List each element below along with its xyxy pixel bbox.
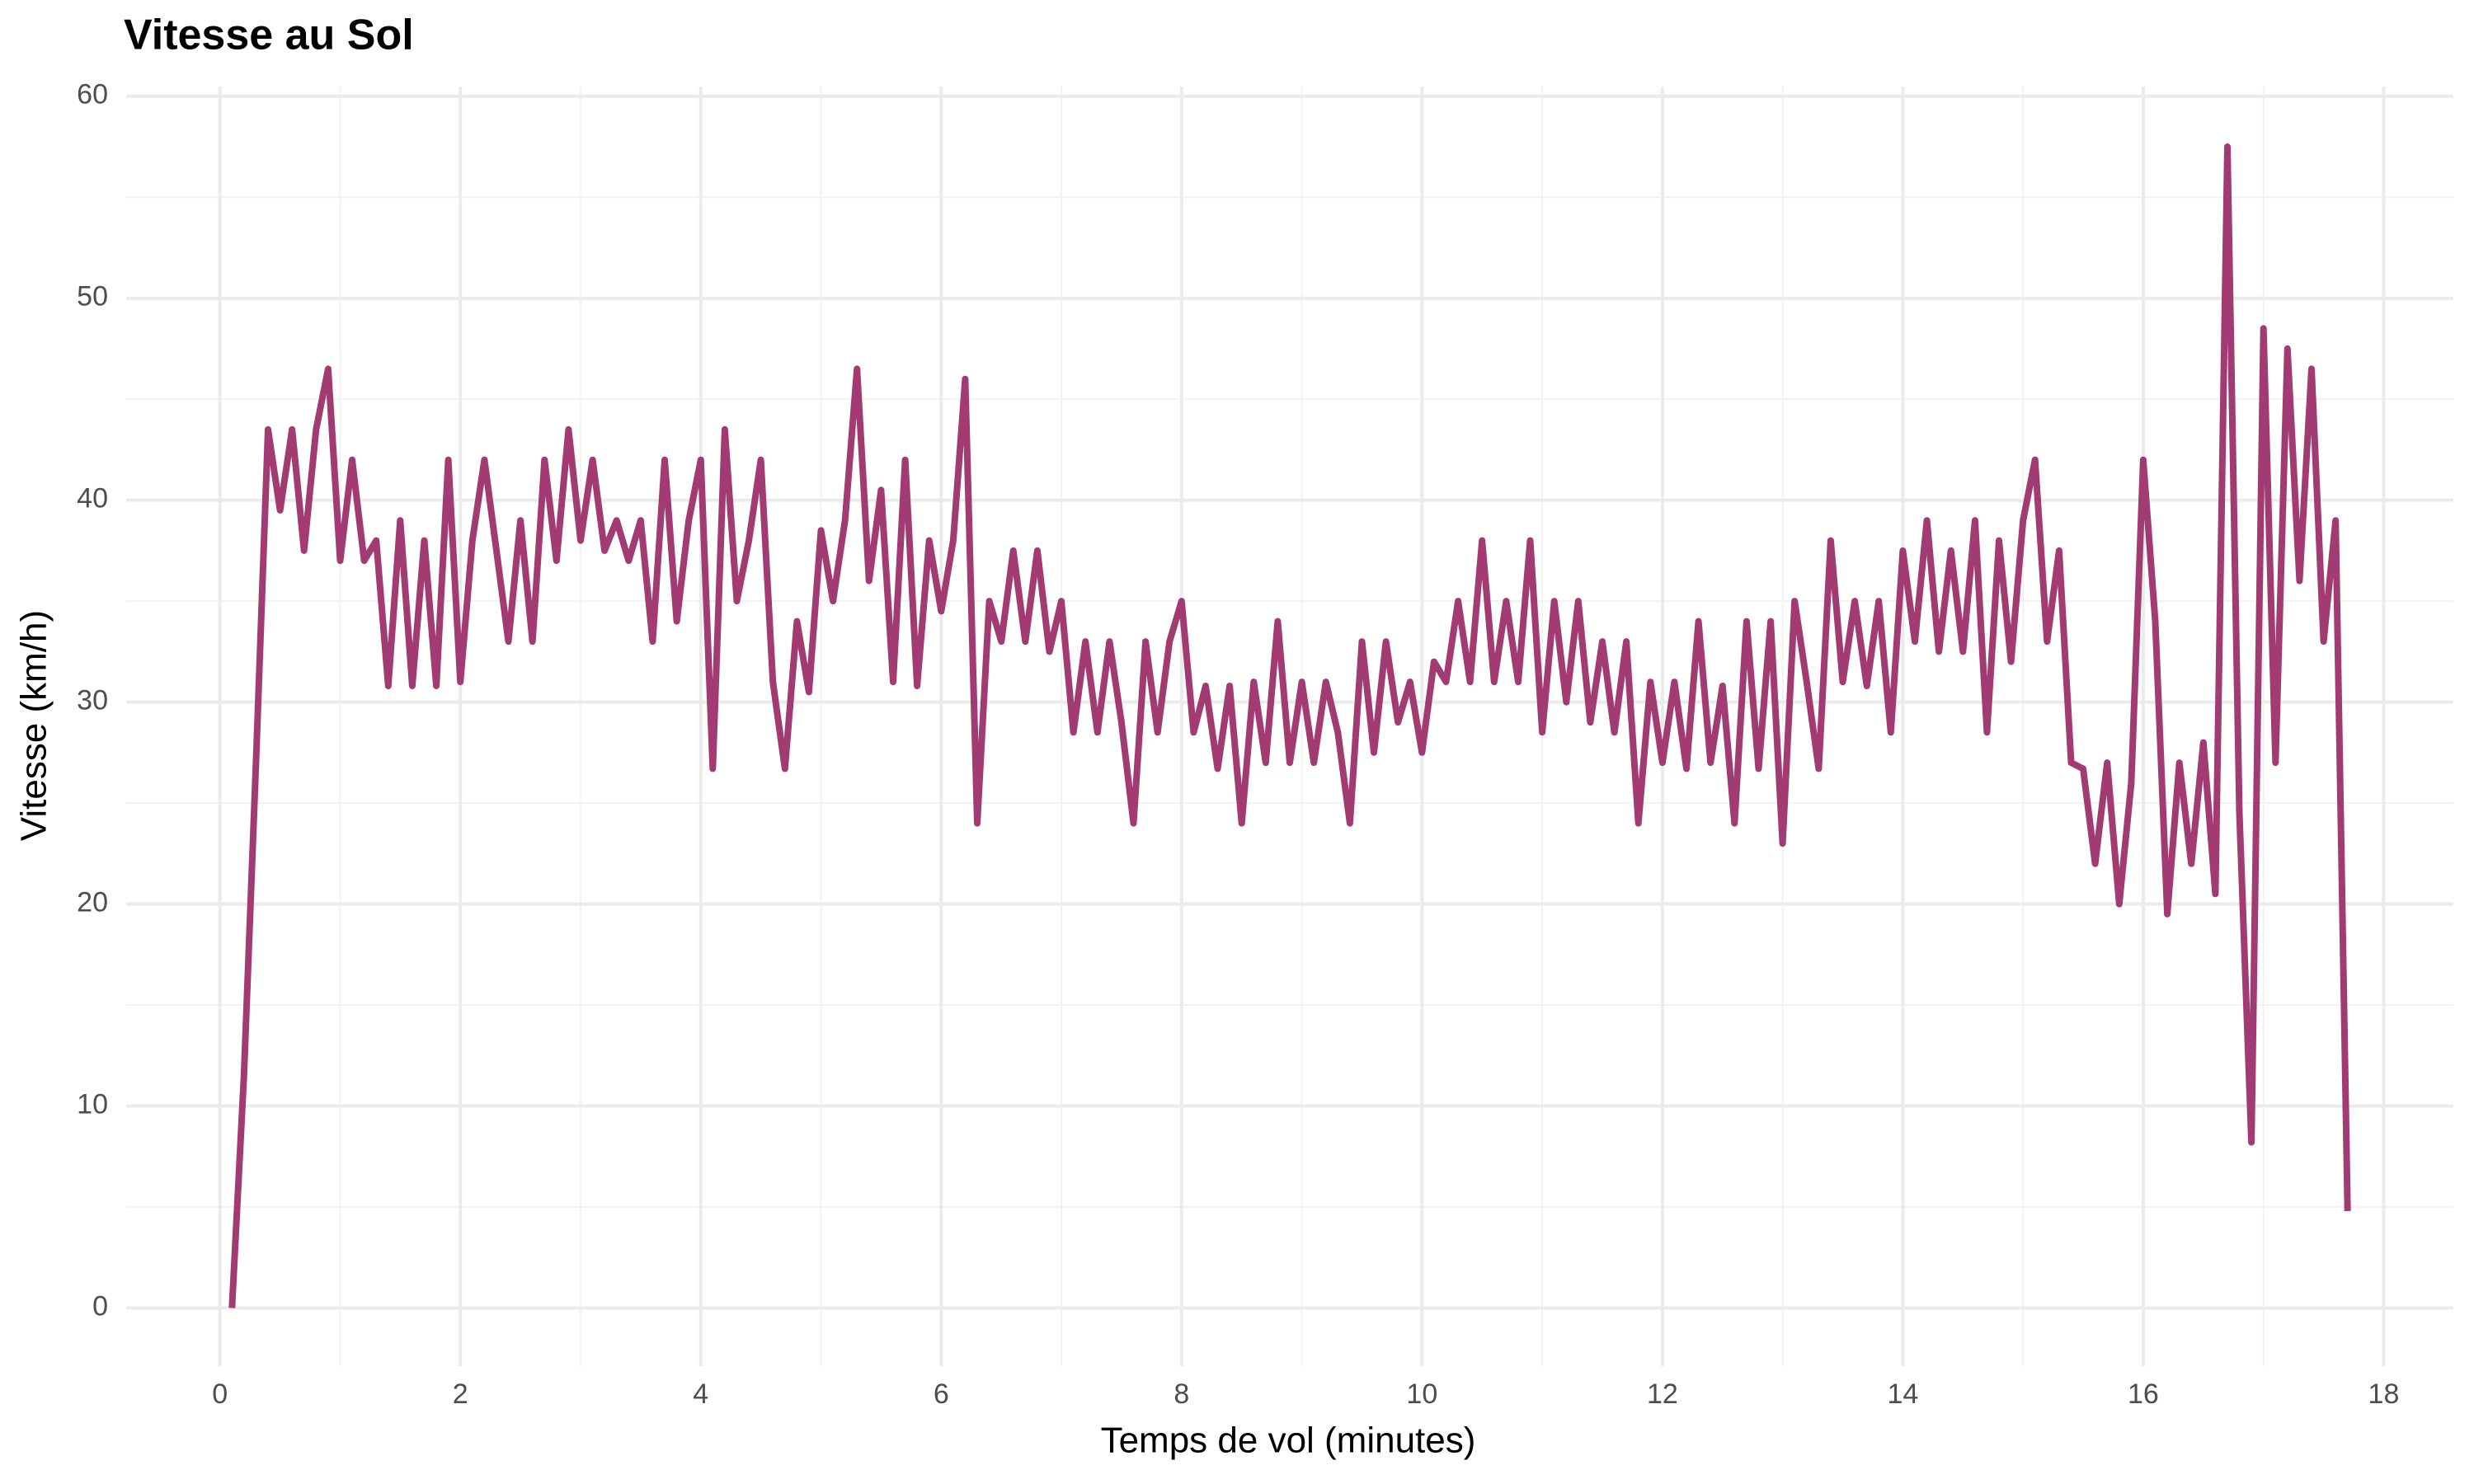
y-tick-label: 0 <box>92 1290 108 1322</box>
chart-title: Vitesse au Sol <box>124 12 414 59</box>
y-axis-title: Vitesse (km/h) <box>14 610 54 841</box>
x-axis-title: Temps de vol (minutes) <box>1101 1421 1476 1461</box>
x-tick-label: 4 <box>693 1378 708 1410</box>
x-tick-label: 18 <box>2368 1378 2400 1410</box>
x-tick-label: 16 <box>2128 1378 2159 1410</box>
x-tick-label: 8 <box>1174 1378 1189 1410</box>
speed-line <box>228 143 2351 1308</box>
y-tick-label: 30 <box>77 685 108 716</box>
x-tick-label: 14 <box>1887 1378 1918 1410</box>
y-tick-label: 10 <box>77 1088 108 1120</box>
x-tick-label: 10 <box>1406 1378 1437 1410</box>
x-tick-label: 2 <box>453 1378 468 1410</box>
y-tick-label: 40 <box>77 483 108 514</box>
x-tick-label: 6 <box>934 1378 949 1410</box>
x-tick-label: 0 <box>212 1378 228 1410</box>
y-tick-label: 60 <box>77 79 108 110</box>
y-tick-label: 50 <box>77 281 108 312</box>
y-tick-label: 20 <box>77 887 108 918</box>
x-tick-label: 12 <box>1647 1378 1678 1410</box>
